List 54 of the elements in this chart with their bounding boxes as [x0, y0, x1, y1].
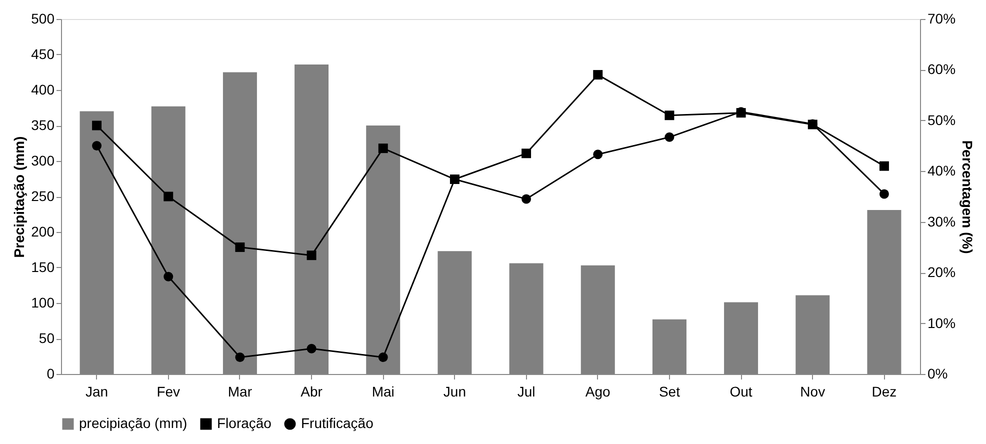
y2-tick-label: 0% [928, 366, 948, 382]
y-tick-label: 200 [31, 224, 55, 240]
y-tick-label: 250 [31, 188, 55, 204]
y-tick-label: 150 [31, 259, 55, 275]
x-tick-label: Set [658, 384, 680, 400]
point [879, 189, 889, 199]
y2-tick-label: 40% [928, 162, 956, 179]
y2-axis-title: Percentagem (%) [960, 140, 976, 254]
y-axis-title: Precipitação (mm) [11, 136, 28, 258]
x-tick-label: Mar [228, 384, 252, 400]
y2-tick-label: 60% [928, 61, 956, 78]
x-tick-label: Ago [585, 384, 611, 400]
y2-tick-label: 70% [928, 10, 956, 26]
x-tick-label: Jan [86, 384, 108, 400]
point [92, 141, 102, 151]
point [235, 242, 245, 252]
point [92, 120, 102, 130]
x-tick-label: Out [730, 384, 752, 400]
point [664, 132, 674, 142]
y2-tick-label: 20% [928, 264, 956, 280]
x-tick-label: Fev [156, 384, 180, 400]
point [879, 161, 889, 171]
y2-tick-label: 10% [928, 314, 956, 331]
y-tick-label: 300 [31, 152, 55, 168]
legend-label: Floração [217, 415, 272, 431]
point [522, 194, 532, 204]
legend-label: Frutificação [301, 415, 374, 431]
point [378, 352, 388, 362]
point [378, 144, 388, 154]
x-tick-label: Jul [517, 384, 536, 400]
point [306, 250, 316, 260]
x-tick-label: Nov [800, 384, 826, 400]
point [593, 150, 603, 160]
point [593, 70, 603, 80]
point [522, 148, 532, 158]
y-tick-label: 100 [31, 294, 55, 310]
x-tick-label: Jun [443, 384, 466, 400]
y2-tick-label: 50% [928, 112, 956, 128]
x-tick-label: Mai [372, 384, 394, 400]
y-tick-label: 0 [46, 366, 55, 382]
legend-label: precipiação (mm) [79, 415, 188, 431]
y-tick-label: 350 [31, 117, 55, 133]
y2-tick-label: 30% [928, 213, 956, 230]
y-tick-label: 500 [31, 10, 55, 26]
point [164, 192, 174, 202]
x-tick-label: Dez [872, 384, 897, 400]
point [235, 352, 245, 362]
y-tick-label: 450 [31, 46, 55, 62]
point [164, 272, 174, 282]
y-tick-label: 50 [38, 330, 55, 346]
point [664, 110, 674, 120]
x-tick-label: Abr [300, 384, 323, 400]
point [306, 344, 316, 354]
y-tick-label: 400 [31, 82, 55, 98]
